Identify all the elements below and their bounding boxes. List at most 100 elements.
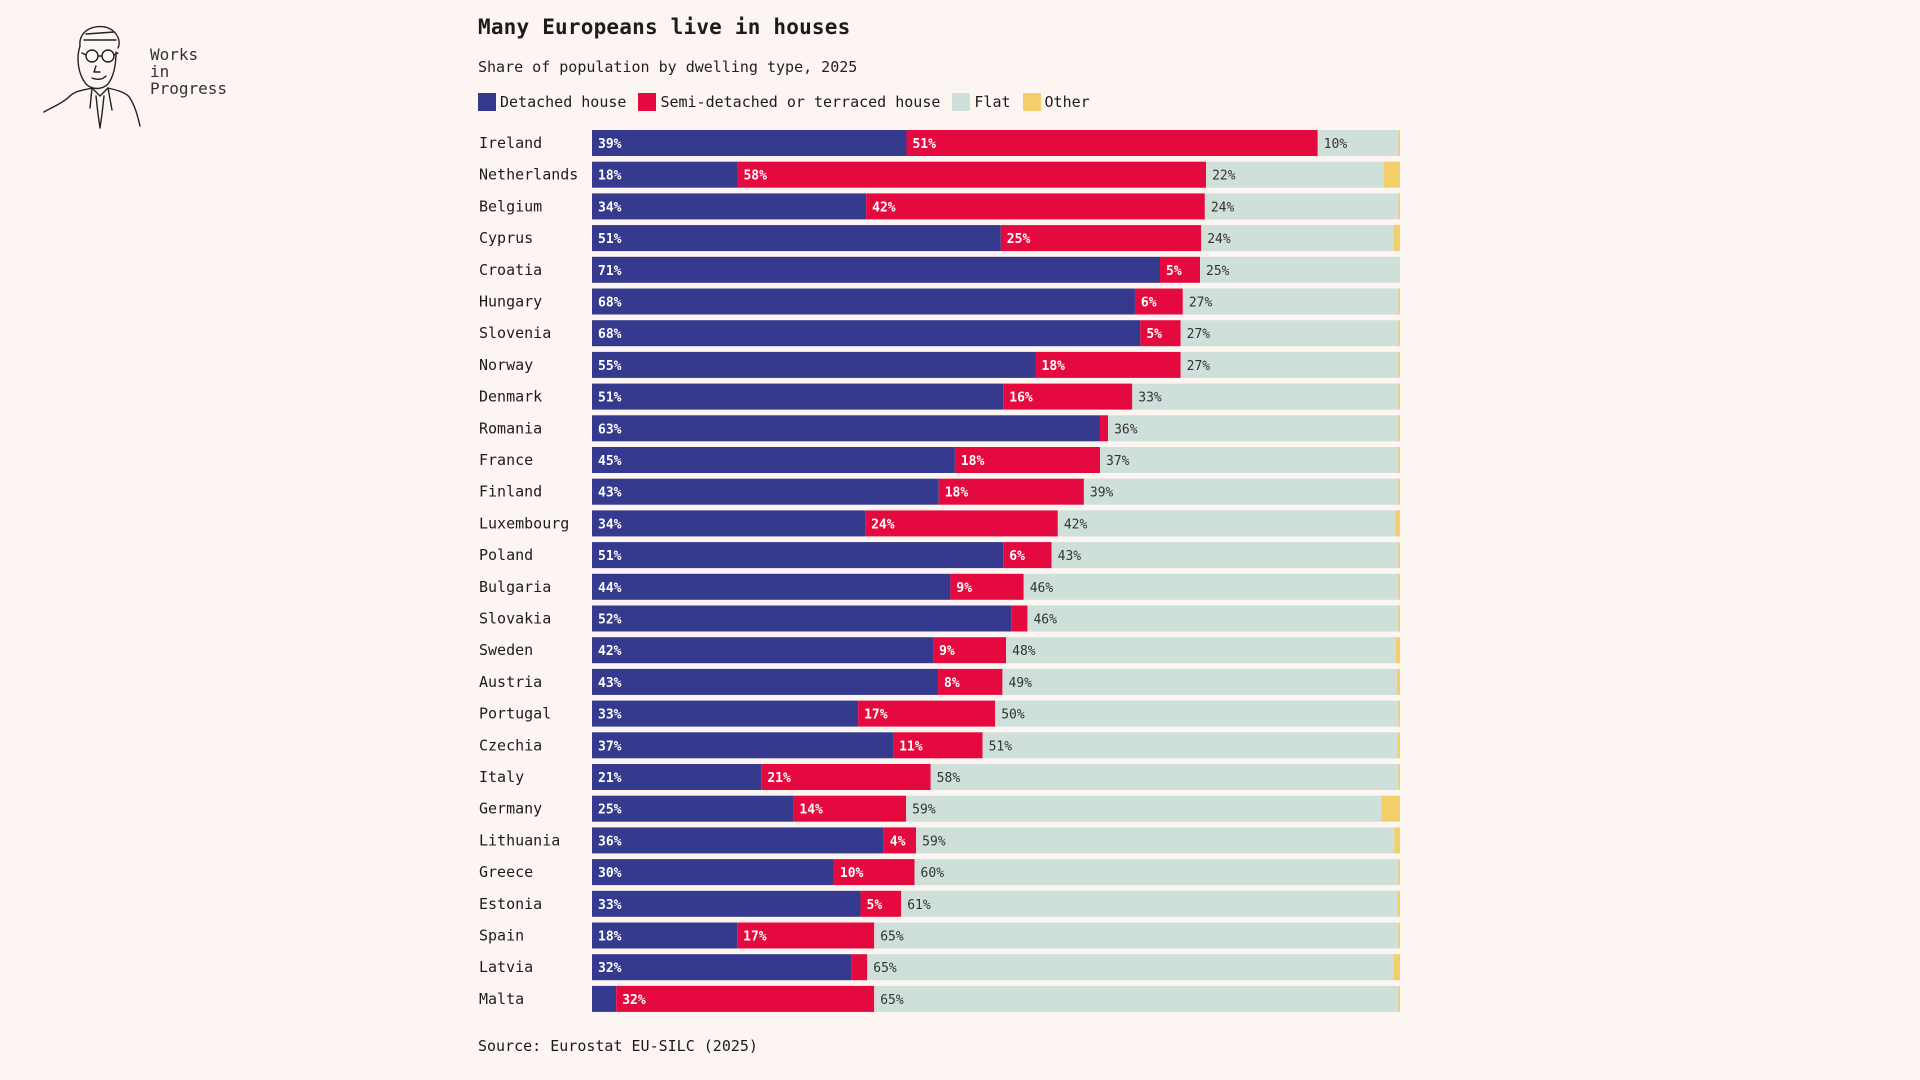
bar-segment-detached bbox=[592, 732, 894, 759]
data-label-flat: 58% bbox=[937, 771, 961, 786]
bar-segment-detached bbox=[592, 225, 1001, 252]
legend-label-flat: Flat bbox=[974, 93, 1011, 111]
category-label: Austria bbox=[479, 673, 542, 691]
bar-row: Malta 32% 65% bbox=[479, 985, 1400, 1012]
bar-segment-detached bbox=[592, 573, 951, 600]
data-label-detached: 42% bbox=[598, 644, 622, 659]
bar-row: Greece 30% 10% 60% bbox=[479, 859, 1400, 886]
bar-segment-semi bbox=[938, 668, 1003, 695]
bar-segment-flat bbox=[874, 922, 1399, 949]
bar-segment-flat bbox=[1083, 478, 1399, 505]
bar-segment-semi bbox=[950, 573, 1024, 600]
bar-segment-semi bbox=[761, 764, 931, 790]
data-label-flat: 43% bbox=[1058, 549, 1082, 564]
data-label-detached: 32% bbox=[598, 961, 622, 976]
bar-segment-flat bbox=[1023, 573, 1399, 600]
bar-segment-detached bbox=[592, 320, 1141, 347]
bar-segment-flat bbox=[1027, 605, 1399, 632]
bar-row: Luxembourg 34% 24% 42% bbox=[479, 510, 1400, 537]
bar-segment-flat bbox=[1051, 542, 1399, 569]
data-label-detached: 55% bbox=[598, 359, 622, 374]
data-label-detached: 52% bbox=[598, 613, 622, 628]
bar-row: Netherlands 18% 58% 22% bbox=[479, 161, 1400, 188]
bar-segment-other bbox=[1398, 193, 1400, 220]
bar-segment-flat bbox=[916, 827, 1395, 854]
category-label: Sweden bbox=[479, 641, 533, 659]
bar-segment-detached bbox=[592, 415, 1101, 442]
data-label-semi: 5% bbox=[1166, 264, 1182, 279]
data-label-detached: 34% bbox=[598, 517, 622, 532]
data-label-semi: 14% bbox=[799, 803, 823, 818]
category-label: Malta bbox=[479, 990, 524, 1008]
category-label: Latvia bbox=[479, 958, 533, 976]
bar-row: Portugal 33% 17% 50% bbox=[479, 700, 1400, 727]
data-label-flat: 37% bbox=[1106, 454, 1130, 469]
data-label-detached: 43% bbox=[598, 486, 622, 501]
data-label-detached: 39% bbox=[598, 137, 622, 152]
data-label-detached: 51% bbox=[598, 232, 622, 247]
legend-item-detached: Detached house bbox=[478, 93, 626, 111]
bar-row: Bulgaria 44% 9% 46% bbox=[479, 573, 1400, 600]
bar-segment-flat bbox=[867, 954, 1394, 981]
data-label-flat: 59% bbox=[912, 803, 936, 818]
data-label-semi: 5% bbox=[1146, 327, 1162, 342]
data-label-flat: 33% bbox=[1138, 391, 1162, 406]
portrait-illustration bbox=[43, 25, 141, 129]
legend-label-semi: Semi-detached or terraced house bbox=[660, 93, 941, 111]
legend-item-flat: Flat bbox=[952, 93, 1011, 111]
category-label: France bbox=[479, 451, 533, 469]
bar-segment-detached bbox=[592, 668, 939, 695]
data-label-semi: 51% bbox=[912, 137, 936, 152]
bar-segment-other bbox=[1398, 415, 1400, 442]
bar-segment-semi bbox=[737, 922, 875, 949]
data-label-detached: 34% bbox=[598, 200, 622, 215]
data-label-detached: 71% bbox=[598, 264, 622, 279]
data-label-detached: 18% bbox=[598, 169, 622, 184]
bar-segment-semi bbox=[954, 447, 1101, 473]
category-label: Norway bbox=[479, 356, 533, 374]
category-label: Denmark bbox=[479, 388, 542, 406]
bar-segment-detached bbox=[592, 637, 934, 664]
bar-segment-detached bbox=[592, 890, 861, 917]
data-label-flat: 59% bbox=[922, 834, 946, 849]
bar-segment-semi bbox=[616, 985, 875, 1012]
data-label-semi: 58% bbox=[743, 169, 767, 184]
logo-line: Works bbox=[150, 45, 199, 64]
bar-segment-semi bbox=[1000, 225, 1202, 252]
bar-segment-detached bbox=[592, 256, 1160, 283]
bar-segment-semi bbox=[737, 161, 1207, 188]
bar-row: Czechia 37% 11% 51% bbox=[479, 732, 1400, 759]
data-label-flat: 50% bbox=[1001, 708, 1025, 723]
bar-segment-other bbox=[1398, 764, 1400, 790]
data-label-semi: 4% bbox=[890, 834, 906, 849]
bar-segment-flat bbox=[1200, 256, 1400, 283]
bar-row: Latvia 32% 65% bbox=[479, 954, 1400, 981]
data-label-semi: 5% bbox=[867, 898, 883, 913]
category-label: Romania bbox=[479, 419, 542, 437]
bar-segment-semi bbox=[1160, 256, 1200, 283]
bar-row: Germany 25% 14% 59% bbox=[479, 795, 1400, 822]
bar-segment-semi bbox=[883, 827, 917, 854]
category-label: Luxembourg bbox=[479, 514, 569, 532]
bar-row: Poland 51% 6% 43% bbox=[479, 542, 1400, 569]
data-label-semi: 17% bbox=[864, 708, 888, 723]
bar-segment-flat bbox=[1108, 415, 1399, 442]
bar-row: Slovenia 68% 5% 27% bbox=[479, 320, 1400, 347]
data-label-detached: 21% bbox=[598, 771, 622, 786]
data-label-detached: 63% bbox=[598, 422, 622, 437]
bar-segment-flat bbox=[1206, 161, 1384, 188]
data-label-flat: 42% bbox=[1064, 517, 1088, 532]
data-label-flat: 46% bbox=[1033, 613, 1057, 628]
logo-line: Progress bbox=[150, 79, 228, 98]
bar-segment-other bbox=[1397, 732, 1400, 759]
bar-segment-flat bbox=[995, 700, 1399, 727]
data-label-detached: 25% bbox=[598, 803, 622, 818]
bar-segment-semi bbox=[851, 954, 868, 981]
data-label-flat: 49% bbox=[1008, 676, 1032, 691]
data-label-detached: 51% bbox=[598, 549, 622, 564]
data-label-detached: 18% bbox=[598, 930, 622, 945]
bar-row: Ireland 39% 51% 10% bbox=[479, 130, 1400, 156]
data-label-semi: 32% bbox=[622, 993, 646, 1008]
chart-source: Source: Eurostat EU-SILC (2025) bbox=[478, 1037, 758, 1055]
